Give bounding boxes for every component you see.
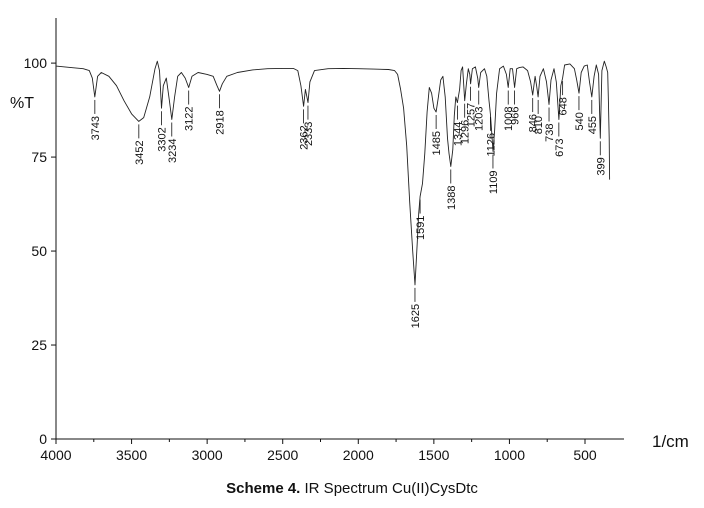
y-tick-label: 25 xyxy=(31,337,47,353)
y-tick-label: 50 xyxy=(31,243,47,259)
peak-label: 1126 xyxy=(485,133,497,157)
y-axis-label: %T xyxy=(10,95,34,112)
y-tick-label: 100 xyxy=(24,55,48,71)
y-tick-label: 0 xyxy=(39,431,47,447)
peak-label: 1625 xyxy=(410,304,422,328)
peak-label: 1388 xyxy=(446,185,458,209)
peak-labels: 3743345233023234312229182362233316251591… xyxy=(90,81,607,328)
x-tick-label: 1500 xyxy=(418,447,449,463)
peak-label: 3122 xyxy=(184,107,196,131)
spectrum-line xyxy=(56,61,610,285)
x-tick-label: 4000 xyxy=(40,447,71,463)
x-axis-label: 1/cm xyxy=(652,432,689,451)
peak-label: 1109 xyxy=(488,170,500,194)
peak-label: 455 xyxy=(587,116,599,134)
ir-spectrum-chart: 4000 3500 3000 2500 2000 1500 1000 500 0 25 50 75 10… xyxy=(0,0,704,480)
peak-label: 673 xyxy=(554,138,566,156)
figure-caption: Scheme 4. IR Spectrum Cu(II)CysDtc xyxy=(0,480,704,497)
peak-label: 2918 xyxy=(215,110,227,134)
peak-label: 3452 xyxy=(134,140,146,164)
peak-label: 3234 xyxy=(167,138,179,162)
x-tick-label: 1000 xyxy=(494,447,525,463)
peak-label: 966 xyxy=(510,107,522,125)
axes xyxy=(56,18,624,439)
peak-label: 2333 xyxy=(303,122,315,146)
x-tick-label: 500 xyxy=(573,447,597,463)
y-tick-label: 75 xyxy=(31,149,47,165)
caption-label: Scheme 4. xyxy=(226,480,300,497)
x-tick-label: 3000 xyxy=(192,447,223,463)
peak-label: 1485 xyxy=(431,131,443,155)
peak-label: 1591 xyxy=(415,216,427,240)
caption-text: IR Spectrum Cu(II)CysDtc xyxy=(305,480,478,497)
peak-label: 540 xyxy=(574,112,586,130)
peak-label: 648 xyxy=(558,97,570,115)
x-tick-label: 2500 xyxy=(267,447,298,463)
x-tick-label: 3500 xyxy=(116,447,147,463)
x-tick-label: 2000 xyxy=(343,447,374,463)
peak-label: 399 xyxy=(595,157,607,175)
peak-label: 1203 xyxy=(474,107,486,131)
peak-label: 3743 xyxy=(90,116,102,140)
